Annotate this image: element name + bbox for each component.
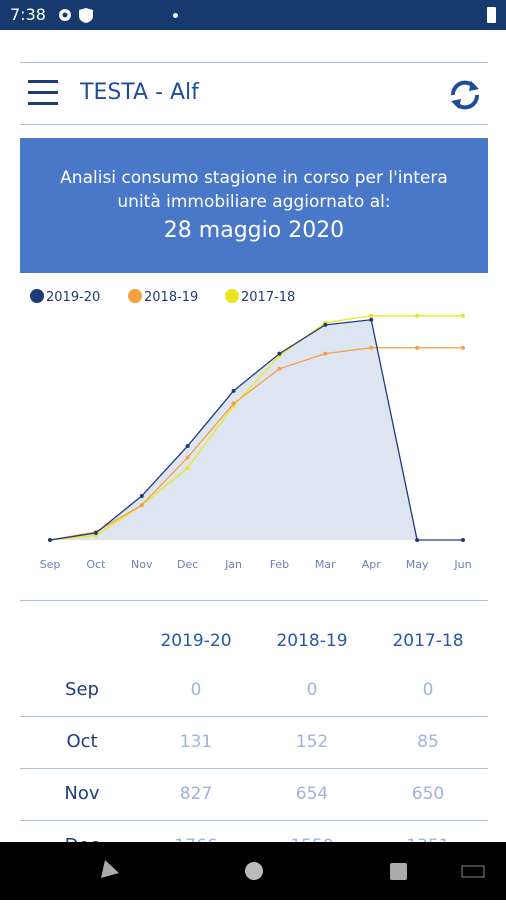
point bbox=[139, 503, 144, 508]
keyboard-button[interactable] bbox=[461, 865, 485, 878]
legend-label: 2018-19 bbox=[144, 290, 198, 305]
x-tick-label: Jun bbox=[453, 558, 471, 571]
value-cell: 827 bbox=[179, 784, 213, 804]
value-cell: 131 bbox=[179, 732, 213, 752]
x-tick-label: Apr bbox=[362, 558, 382, 571]
value-cell: 650 bbox=[411, 784, 445, 804]
value-cell: 0 bbox=[422, 680, 434, 700]
row-divider bbox=[20, 716, 488, 717]
line bbox=[49, 315, 463, 541]
point bbox=[185, 455, 190, 460]
legend-label: 2019-20 bbox=[46, 290, 100, 305]
banner-text: unità immobiliare aggiornato al: bbox=[117, 192, 391, 212]
battery bbox=[487, 7, 496, 23]
month-cell: Nov bbox=[64, 783, 100, 804]
header-title: TESTA - Alf bbox=[80, 80, 199, 105]
area bbox=[50, 319, 463, 540]
month-cell: Oct bbox=[66, 731, 98, 752]
x-tick-label: Dec bbox=[177, 558, 198, 571]
value-cell: 85 bbox=[417, 732, 439, 752]
point bbox=[461, 313, 465, 318]
divider bbox=[20, 62, 488, 63]
line bbox=[49, 319, 463, 541]
point bbox=[369, 313, 374, 318]
nav-buttons bbox=[101, 860, 485, 880]
status-bar: 7:38 bbox=[0, 0, 506, 30]
nav-bar bbox=[0, 842, 506, 900]
point bbox=[369, 317, 374, 322]
x-tick-label: Sep bbox=[40, 558, 61, 571]
point bbox=[185, 466, 190, 471]
menu-button[interactable] bbox=[28, 78, 58, 108]
back-button[interactable] bbox=[101, 860, 119, 878]
legend-label: 2017-18 bbox=[241, 290, 295, 305]
column-header: 2017-18 bbox=[392, 631, 464, 651]
point bbox=[369, 345, 374, 350]
point bbox=[231, 401, 236, 406]
x-tick-label: Oct bbox=[86, 558, 106, 571]
banner: Analisi consumo stagione in corso per l'… bbox=[20, 138, 488, 273]
point bbox=[231, 388, 236, 393]
recents-button[interactable] bbox=[390, 863, 407, 880]
point bbox=[323, 351, 328, 356]
point bbox=[277, 366, 282, 371]
home-button[interactable] bbox=[245, 862, 263, 880]
refresh-button[interactable] bbox=[447, 77, 483, 113]
point bbox=[93, 531, 98, 536]
point bbox=[415, 313, 420, 318]
value-cell: 0 bbox=[306, 680, 318, 700]
divider bbox=[20, 600, 488, 601]
value-cell: 0 bbox=[190, 680, 202, 700]
clock: 7:38 bbox=[10, 5, 46, 24]
x-tick-label: Jan bbox=[224, 558, 242, 571]
banner-text: Analisi consumo stagione in corso per l'… bbox=[60, 168, 448, 188]
table-row: Nov 827 654 650 bbox=[20, 768, 488, 821]
chart: 2019-20 2018-19 2017-18 Sep Oct Nov Dec Jan Feb M… bbox=[30, 289, 472, 571]
value-cell: 152 bbox=[295, 732, 329, 752]
point bbox=[139, 493, 144, 498]
point bbox=[415, 538, 420, 542]
x-tick-label: Mar bbox=[315, 558, 336, 571]
line bbox=[49, 347, 463, 541]
x-tick-label: May bbox=[406, 558, 429, 571]
notification-dot bbox=[173, 13, 178, 18]
point bbox=[323, 322, 328, 327]
value-cell: 654 bbox=[295, 784, 329, 804]
column-header: 2018-19 bbox=[276, 631, 348, 651]
month-cell: Sep bbox=[65, 679, 99, 700]
x-tick-label: Nov bbox=[131, 558, 153, 571]
x-tick-label: Feb bbox=[270, 558, 289, 571]
point bbox=[277, 351, 282, 356]
row-divider bbox=[20, 768, 488, 769]
legend-marker bbox=[128, 289, 142, 303]
point bbox=[461, 345, 465, 350]
legend-marker bbox=[30, 289, 44, 303]
table-header: 2019-20 2018-19 2017-18 bbox=[20, 615, 488, 667]
point bbox=[185, 443, 190, 448]
divider bbox=[20, 124, 488, 125]
point bbox=[48, 538, 52, 542]
legend-marker bbox=[225, 289, 239, 303]
point bbox=[415, 345, 420, 350]
column-header: 2019-20 bbox=[160, 631, 232, 651]
row-divider bbox=[20, 820, 488, 821]
table-row: Oct 131 152 85 bbox=[20, 716, 488, 769]
point bbox=[461, 538, 465, 542]
status-icons bbox=[59, 8, 93, 23]
table-row: Sep 0 0 0 bbox=[20, 664, 488, 717]
banner-date: 28 maggio 2020 bbox=[163, 218, 345, 243]
